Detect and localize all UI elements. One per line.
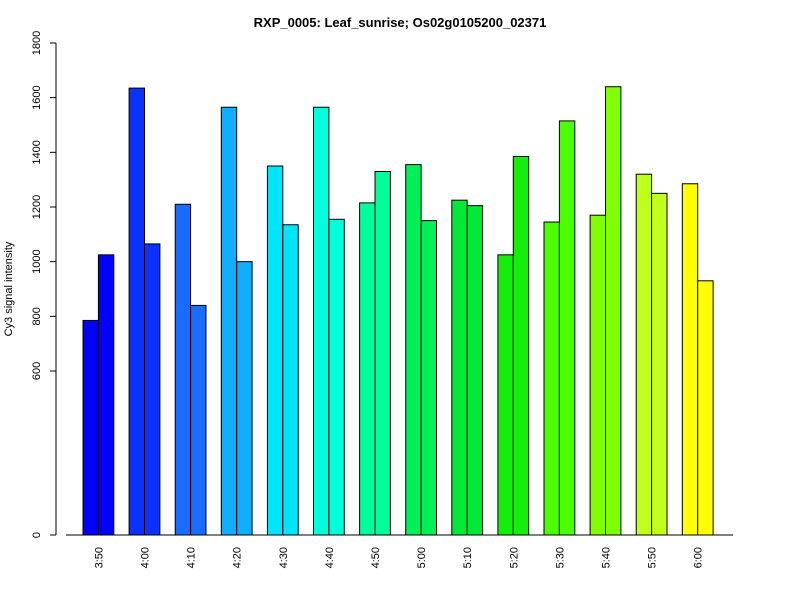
bar-520-1 (497, 254, 514, 536)
y-tick-label: 1800 (31, 31, 43, 55)
y-tick-label: 0 (31, 532, 43, 538)
bars-group (82, 86, 714, 536)
x-tick-label: 5:40 (601, 547, 613, 568)
bar-430-1 (266, 165, 284, 536)
y-tick-label: 1600 (31, 85, 43, 109)
bar-600-2 (697, 280, 714, 536)
bar-400-1 (128, 87, 146, 536)
bar-510-1 (451, 199, 468, 536)
bar-450-1 (359, 202, 376, 536)
x-tick-label: 5:10 (462, 547, 474, 568)
bar-450-2 (374, 170, 391, 536)
y-tick-label: 1400 (31, 140, 43, 164)
x-tick-label: 5:50 (647, 547, 659, 568)
bar-530-2 (558, 120, 576, 536)
y-tick-label: 600 (31, 362, 43, 380)
x-axis-labels: 3:50 4:00 4:10 4:20 4:30 4:40 4:50 5:00 5:10 5:20… (93, 547, 704, 568)
bar-550-1 (635, 173, 653, 536)
bar-410-2 (190, 304, 207, 536)
bar-550-2 (651, 192, 668, 536)
bar-540-2 (605, 86, 622, 536)
x-tick-label: 5:20 (508, 547, 520, 568)
x-tick-label: 4:50 (370, 547, 382, 568)
x-tick-label: 4:30 (278, 547, 290, 568)
x-tick-label: 4:10 (186, 547, 198, 568)
x-tick-label: 5:30 (554, 547, 566, 568)
x-tick-label: 4:20 (232, 547, 244, 568)
bar-440-1 (313, 106, 330, 536)
bar-520-2 (512, 155, 530, 536)
bar-350-2 (97, 254, 115, 536)
y-axis-label: Cy3 signal intensity (3, 241, 15, 336)
bar-420-2 (236, 261, 253, 536)
bar-600-1 (681, 183, 699, 536)
bar-500-1 (405, 164, 422, 536)
x-tick-label: 4:00 (140, 547, 152, 568)
bar-510-2 (466, 205, 484, 536)
y-tick-label: 1200 (31, 195, 43, 219)
x-tick-label: 4:40 (324, 547, 336, 568)
y-tick-label: 1000 (31, 249, 43, 273)
bar-530-1 (543, 221, 560, 536)
bar-400-2 (144, 243, 161, 536)
chart-title: RXP_0005: Leaf_sunrise; Os02g0105200_023… (254, 15, 547, 30)
x-tick-label: 6:00 (693, 547, 705, 568)
bar-440-2 (328, 218, 345, 536)
y-tick-label: 800 (31, 307, 43, 325)
bar-350-1 (82, 319, 99, 536)
x-tick-label: 3:50 (93, 547, 105, 568)
bar-430-2 (282, 224, 299, 536)
bar-500-2 (420, 220, 438, 536)
bar-540-1 (589, 214, 606, 536)
y-axis: 0 600 800 1000 1200 1400 1600 1800 (31, 31, 57, 538)
bar-410-1 (174, 203, 192, 536)
x-tick-label: 5:00 (416, 547, 428, 568)
bar-420-1 (220, 106, 238, 536)
